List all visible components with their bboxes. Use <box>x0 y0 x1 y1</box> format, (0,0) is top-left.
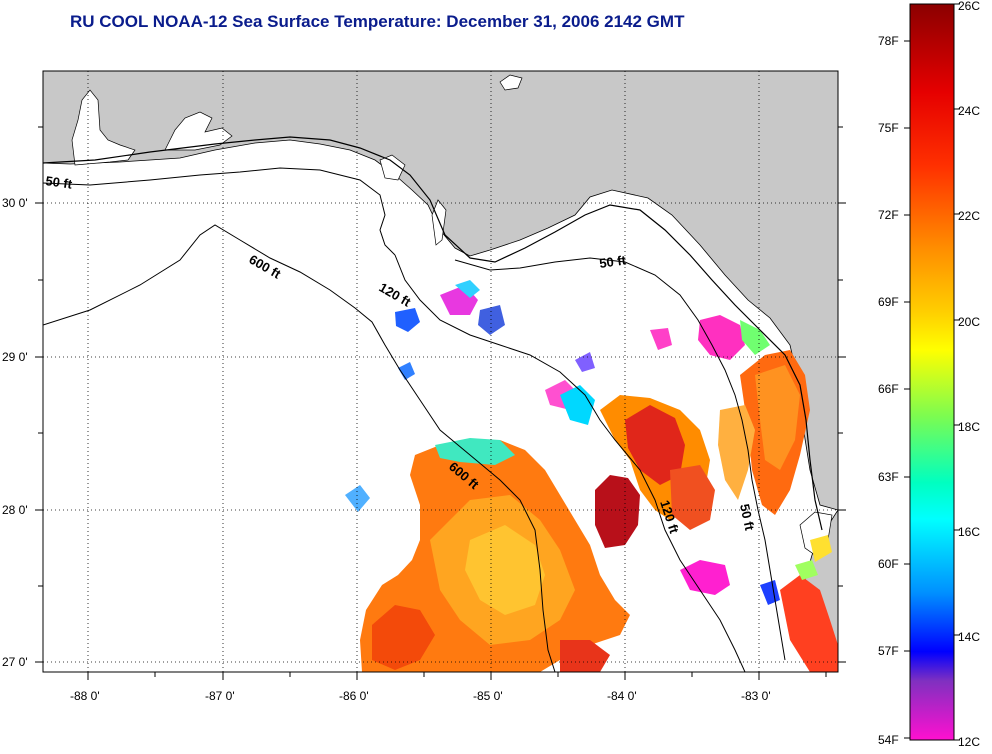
bay <box>71 89 136 166</box>
colorbar-celsius-label: 16C <box>958 525 980 539</box>
colorbar-fahrenheit-label: 63F <box>878 470 899 484</box>
bay <box>164 111 233 151</box>
graticule <box>43 71 838 672</box>
bathymetry-contours <box>43 167 786 672</box>
lon-label: -84 0' <box>607 689 637 703</box>
lon-label: -85 0' <box>473 689 503 703</box>
axis-ticks <box>35 126 846 680</box>
colorbar-fahrenheit-label: 54F <box>878 733 899 747</box>
lat-label: 30 0' <box>2 196 28 210</box>
colorbar-celsius-label: 20C <box>958 315 980 329</box>
colorbar-fahrenheit-label: 60F <box>878 557 899 571</box>
colorbar-fahrenheit-label: 75F <box>878 121 899 135</box>
colorbar-celsius-label: 26C <box>958 0 980 13</box>
colorbar-celsius-label: 24C <box>958 104 980 118</box>
colorbar-celsius-label: 14C <box>958 630 980 644</box>
colorbar-fahrenheit-label: 66F <box>878 382 899 396</box>
sst-data <box>345 280 838 672</box>
colorbar-fahrenheit-label: 78F <box>878 34 899 48</box>
colorbar-fahrenheit-label: 72F <box>878 208 899 222</box>
contour-600ft <box>43 224 556 672</box>
colorbar-celsius-label: 22C <box>958 209 980 223</box>
bay <box>379 154 406 181</box>
colorbar-fahrenheit-label: 69F <box>878 295 899 309</box>
contour-120ft <box>394 254 746 672</box>
coastline <box>43 136 823 531</box>
lon-label: -88 0' <box>70 689 100 703</box>
colorbar-celsius-label: 12C <box>958 735 980 749</box>
chart-title: RU COOL NOAA-12 Sea Surface Temperature:… <box>70 12 685 31</box>
plot-frame <box>42 70 839 673</box>
lat-label: 29 0' <box>2 350 28 364</box>
contour-label-50ft-west: 50 ft <box>45 173 74 192</box>
bay <box>499 74 523 91</box>
lat-label: 28 0' <box>2 503 28 517</box>
colorbar-gradient <box>909 3 955 741</box>
contour-label-50ft-east: 50 ft <box>598 252 627 271</box>
contour-50ft-east <box>454 257 786 661</box>
colorbar-fahrenheit-label: 57F <box>878 644 899 658</box>
contour-50ft-west <box>43 167 396 256</box>
lon-label: -86 0' <box>339 689 369 703</box>
colorbar: 26C 24C 22C 20C 18C 16C 14C 12C 78F 75F … <box>878 0 980 749</box>
lat-label: 27 0' <box>2 655 28 669</box>
lon-label: -87 0' <box>205 689 235 703</box>
contour-label-50ft-lower: 50 ft <box>737 503 757 533</box>
lon-label: -83 0' <box>741 689 771 703</box>
colorbar-celsius-label: 18C <box>958 420 980 434</box>
